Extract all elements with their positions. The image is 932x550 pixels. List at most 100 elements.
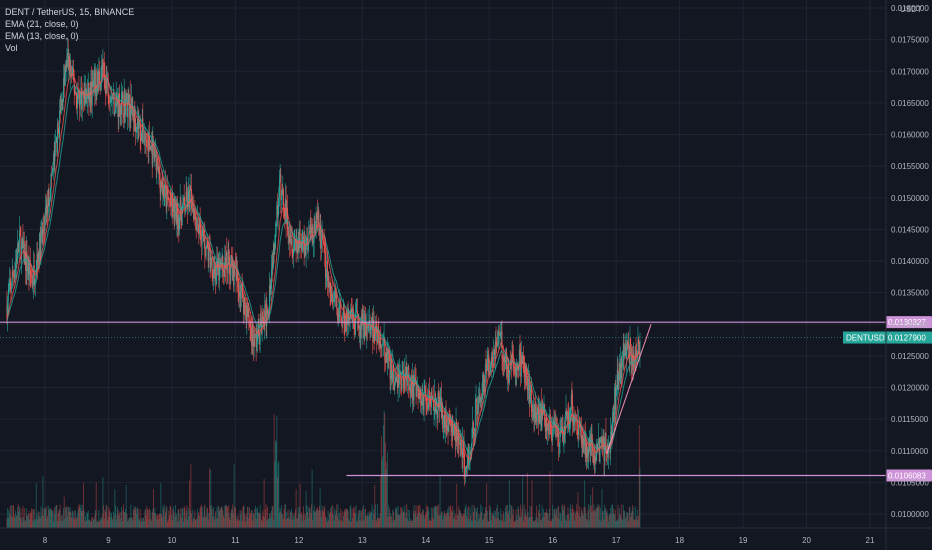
candle-body [405,367,407,378]
volume-legend[interactable]: Vol [5,43,18,53]
candle-body [193,210,195,220]
volume-bar [488,521,490,528]
volume-bar [325,519,327,528]
candle-body [378,342,380,348]
candle-body [138,121,140,130]
candle-body [624,346,626,353]
ema13-legend[interactable]: EMA (13, close, 0) [5,31,79,41]
volume-bar [622,519,624,528]
volume-bar [570,513,572,528]
candle-body [300,243,302,248]
time-axis[interactable]: 8 9 10 11 12 13 14 15 16 17 18 19 20 21 [43,536,875,545]
volume-bar [87,513,89,528]
ema21-legend[interactable]: EMA (21, close, 0) [5,19,79,29]
candle-body [547,423,549,426]
volume-bar [314,511,316,528]
volume-bar [205,515,207,528]
candle-body [595,457,597,461]
candle-body [464,467,466,476]
volume-bar [350,521,352,528]
candle-body [78,91,80,95]
candle-body [334,288,336,298]
candle-body [564,414,566,435]
volume-bar [7,508,9,528]
trendline[interactable] [606,324,652,455]
candle-body [484,379,486,383]
candle-body [75,92,77,94]
volume-bar [276,415,278,528]
candle-body [130,113,132,122]
volume-bar [219,510,220,528]
candle-body [286,207,288,224]
volume-bar [295,509,296,528]
candle-body [37,253,39,265]
volume-bar [449,504,451,528]
volume-bar [497,518,499,528]
candle-body [244,297,246,306]
volume-bar [119,512,120,528]
candle-body [603,435,605,462]
volume-bar [298,506,300,528]
candle-body [10,283,12,289]
volume-bar [90,520,92,528]
candle-body [618,373,620,390]
volume-bar [582,515,584,528]
candle-body [486,362,488,371]
volume-bar [319,488,321,528]
candle-body [428,390,430,396]
volume-bar [435,505,437,528]
candle-body [79,95,81,108]
volume-bar [368,516,370,528]
volume-bar [49,507,51,528]
volume-bar [253,513,254,528]
volume-bar [103,505,104,528]
volume-bar [179,521,180,528]
volume-bar [136,514,138,528]
candle-body [217,260,218,270]
candle-body [119,106,121,117]
volume-bar [406,504,408,528]
candle-body [134,106,136,119]
candle-body [557,433,559,436]
volume-bar [559,512,561,528]
volume-bar [378,518,380,528]
candle-body [478,393,480,398]
candle-body [250,327,252,328]
volume-bar [620,515,622,528]
candle-body [231,255,232,265]
candle-body [382,343,384,345]
candle-body [265,304,267,327]
symbol-title[interactable]: DENT / TetherUS, 15, BINANCE [5,7,135,17]
volume-bar [221,506,223,528]
volume-bar [109,517,111,528]
candle-body [326,260,328,282]
candle-body [431,391,433,397]
volume-bar [271,510,272,528]
volume-bar [69,507,71,528]
volume-bar [462,513,464,528]
candle-body [39,233,41,263]
candle-body [546,423,548,432]
volume-bar [404,517,406,528]
candle-body [389,361,391,379]
volume-bar [150,518,152,528]
volume-bar [366,514,368,528]
candle-body [14,270,16,279]
volume-bar [508,479,510,528]
candle-body [62,101,64,110]
volume-bar [205,517,206,528]
candle-body [538,407,540,425]
volume-bar [476,511,478,528]
candle-body [240,292,242,298]
candle-body [568,413,570,430]
candle-body [210,265,212,268]
candle-body [438,396,440,408]
volume-bar [277,463,279,528]
candle-body [239,291,241,298]
candle-body [99,71,100,83]
volume-bar [537,521,539,528]
